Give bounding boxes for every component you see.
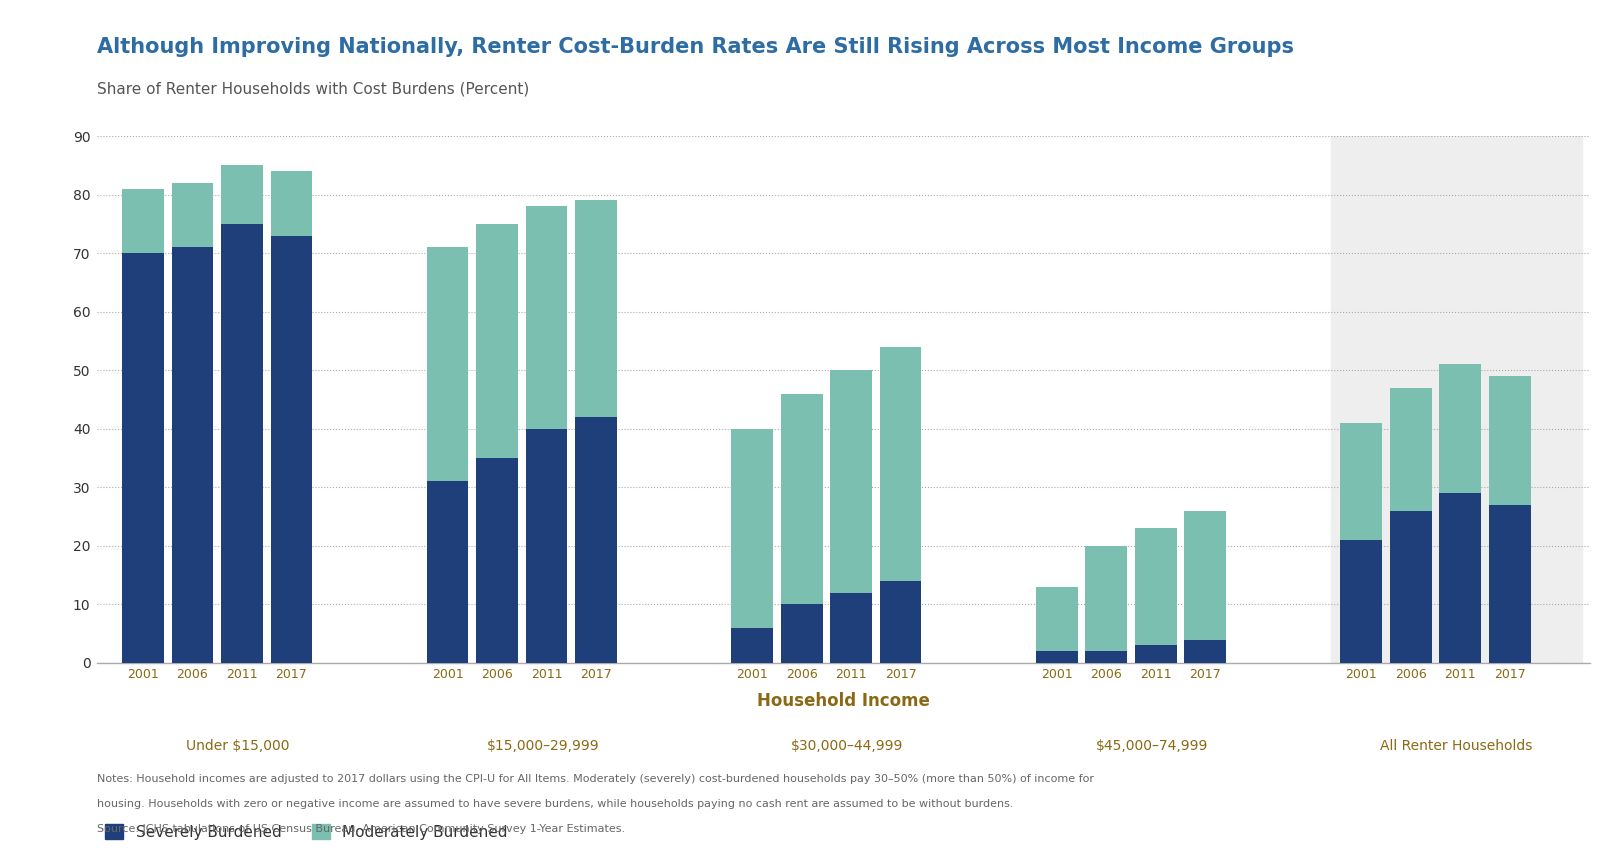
Bar bbox=[1390, 511, 1432, 663]
Bar bbox=[122, 253, 164, 663]
Text: Household Income: Household Income bbox=[757, 692, 929, 711]
Bar bbox=[427, 481, 469, 663]
Bar bbox=[172, 183, 214, 247]
Bar bbox=[172, 247, 214, 663]
Bar bbox=[1036, 651, 1077, 663]
Bar bbox=[526, 207, 568, 428]
Bar bbox=[1330, 136, 1581, 663]
Text: Under $15,000: Under $15,000 bbox=[187, 740, 290, 753]
Text: Notes: Household incomes are adjusted to 2017 dollars using the CPI-U for All It: Notes: Household incomes are adjusted to… bbox=[97, 774, 1095, 784]
Bar bbox=[830, 592, 873, 663]
Bar bbox=[576, 417, 616, 663]
Bar bbox=[879, 581, 921, 663]
Text: Share of Renter Households with Cost Burdens (Percent): Share of Renter Households with Cost Bur… bbox=[97, 82, 529, 97]
Bar bbox=[780, 604, 822, 663]
Bar bbox=[1439, 365, 1481, 493]
Bar bbox=[1390, 388, 1432, 511]
Bar bbox=[477, 224, 517, 458]
Text: $30,000–44,999: $30,000–44,999 bbox=[792, 740, 903, 753]
Bar bbox=[271, 171, 313, 235]
Bar bbox=[1184, 639, 1226, 663]
Bar bbox=[477, 458, 517, 663]
Bar bbox=[1036, 586, 1077, 651]
Bar bbox=[576, 201, 616, 417]
Text: Source: JCHS tabulations of US Census Bureau, American Community Survey 1-Year E: Source: JCHS tabulations of US Census Bu… bbox=[97, 824, 626, 835]
Bar bbox=[1085, 546, 1127, 651]
Bar bbox=[879, 347, 921, 581]
Legend: Severely Burdened, Moderately Burdened: Severely Burdened, Moderately Burdened bbox=[105, 824, 508, 840]
Bar bbox=[221, 165, 263, 224]
Bar bbox=[1489, 376, 1531, 505]
Bar bbox=[1489, 505, 1531, 663]
Bar bbox=[830, 371, 873, 592]
Text: housing. Households with zero or negative income are assumed to have severe burd: housing. Households with zero or negativ… bbox=[97, 799, 1014, 809]
Bar bbox=[122, 189, 164, 253]
Bar bbox=[427, 247, 469, 481]
Text: $15,000–29,999: $15,000–29,999 bbox=[487, 740, 599, 753]
Bar bbox=[271, 235, 313, 663]
Bar bbox=[732, 628, 774, 663]
Bar bbox=[1135, 529, 1176, 645]
Bar bbox=[1340, 423, 1382, 540]
Text: FIGURE 4: FIGURE 4 bbox=[32, 33, 125, 51]
Text: All Renter Households: All Renter Households bbox=[1380, 740, 1533, 753]
Text: $45,000–74,999: $45,000–74,999 bbox=[1095, 740, 1208, 753]
Text: Although Improving Nationally, Renter Cost-Burden Rates Are Still Rising Across : Although Improving Nationally, Renter Co… bbox=[97, 37, 1294, 57]
Bar bbox=[1135, 645, 1176, 663]
Bar bbox=[1439, 493, 1481, 663]
Bar bbox=[780, 394, 822, 604]
Bar bbox=[1184, 511, 1226, 639]
Bar bbox=[732, 428, 774, 628]
Bar bbox=[1340, 540, 1382, 663]
Bar bbox=[1085, 651, 1127, 663]
Bar bbox=[221, 224, 263, 663]
Bar bbox=[526, 428, 568, 663]
